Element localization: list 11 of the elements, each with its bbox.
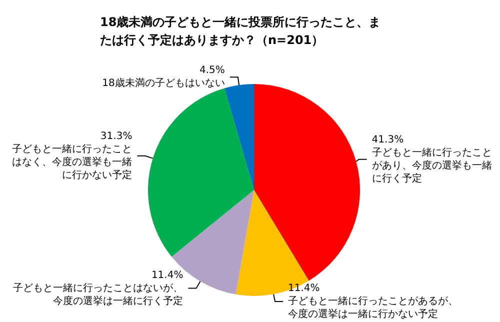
slice-label: 子どもと一緒に行ったことはないが、今度の選挙は一緒に行く予定	[13, 282, 184, 307]
data-label: 31.3%	[100, 130, 132, 142]
data-label: 41.3%	[372, 134, 404, 146]
slice-label: 子どもと一緒に行ったことがあり、今度の選挙も一緒に行く予定	[372, 147, 492, 184]
slice-label: 18歳未満の子どもはいない	[102, 77, 225, 90]
chart-title: 18歳未満の子どもと一緒に投票所に行ったこと、または行く予定はありますか？（n=201）	[100, 15, 381, 47]
slice-label: 子どもと一緒に行ったことはなく、今度の選挙も一緒に行かない予定	[12, 144, 132, 181]
data-label: 4.5%	[200, 65, 225, 76]
slice-label: 子どもと一緒に行ったことがあるが、今度の選挙は一緒に行かない予定	[288, 296, 458, 320]
data-label: 11.4%	[288, 283, 320, 294]
data-label: 11.4%	[151, 270, 184, 281]
